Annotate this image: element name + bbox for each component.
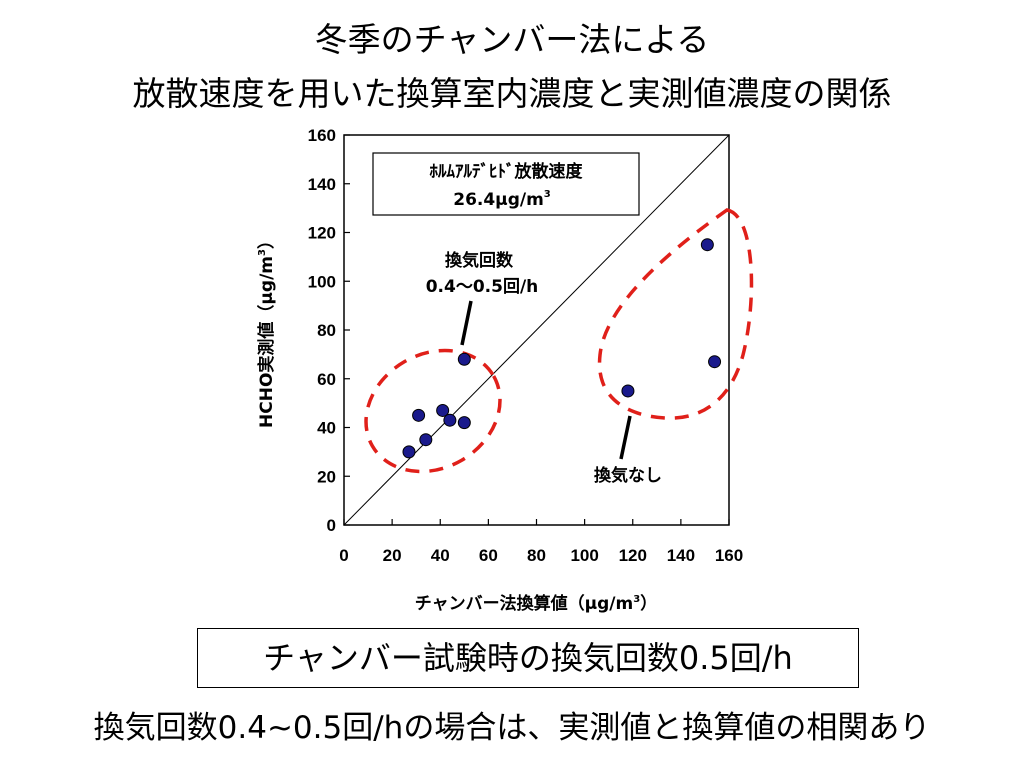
x-tick-label: 120	[619, 546, 647, 565]
y-tick-label: 20	[317, 467, 336, 486]
cluster-outline-ventilated	[364, 348, 502, 474]
group-label-no-ventilation-pointer	[619, 415, 632, 460]
group-label-ventilated-pointer	[460, 300, 473, 346]
conclusion-text: 換気回数0.4~0.5回/hの場合は、実測値と換算値の相関あり	[93, 710, 931, 746]
annotation-box-line2: 26.4μg/m3	[453, 189, 551, 210]
data-point	[621, 384, 635, 398]
y-tick-label: 100	[308, 272, 336, 291]
y-tick-label: 40	[317, 419, 336, 438]
data-point	[412, 408, 426, 422]
x-tick-label: 140	[667, 546, 695, 565]
data-point	[402, 445, 416, 459]
data-points	[402, 238, 722, 459]
y-tick-label: 0	[327, 516, 336, 535]
x-tick-label: 60	[479, 546, 498, 565]
group-label-ventilated-line1: 換気回数	[445, 250, 514, 271]
group-label-no-ventilation: 換気なし	[594, 465, 662, 486]
y-axis-title: HCHO実測値（μg/m3）	[256, 232, 277, 428]
group-label-ventilated-line2: 0.4～0.5回/h	[426, 277, 539, 297]
data-point	[443, 413, 457, 427]
annotation-box-line1: ﾎﾙﾑｱﾙﾃﾞﾋﾄﾞ放散速度	[430, 161, 584, 182]
y-tick-label: 140	[308, 175, 336, 194]
x-tick-label: 20	[383, 546, 402, 565]
annotation-box	[372, 152, 640, 216]
data-point	[457, 352, 471, 366]
x-axis-title: チャンバー法換算値（μg/m3）	[415, 593, 657, 614]
data-point	[436, 403, 450, 417]
x-tick-label: 100	[570, 546, 598, 565]
data-point	[700, 238, 714, 252]
x-tick-label: 0	[339, 546, 348, 565]
data-point	[457, 416, 471, 430]
x-tick-label: 40	[431, 546, 450, 565]
chart-title-line2: 放散速度を用いた換算室内濃度と実測値濃度の関係	[132, 74, 892, 113]
y-tick-label: 160	[308, 126, 336, 145]
y-tick-label: 60	[317, 370, 336, 389]
test-condition-note: チャンバー試験時の換気回数0.5回/h	[197, 628, 859, 688]
x-axis-ticks: 0 20 40 60 80 100 120 140 160	[339, 519, 743, 565]
reference-line-y-equals-x	[344, 135, 729, 525]
scatter-chart: 0 20 40 60 80 100 120 140 160 0 20 40 60 80 100 120 140…	[256, 126, 754, 614]
data-point	[419, 433, 433, 447]
x-tick-label: 80	[527, 546, 546, 565]
chart-title-line1: 冬季のチャンバー法による	[314, 20, 710, 59]
y-tick-label: 80	[317, 321, 336, 340]
y-tick-label: 120	[308, 224, 336, 243]
x-tick-label: 160	[715, 546, 743, 565]
data-point	[708, 355, 722, 369]
cluster-outline-no-ventilation	[597, 208, 754, 420]
y-axis-ticks: 0 20 40 60 80 100 120 140 160	[308, 126, 350, 535]
